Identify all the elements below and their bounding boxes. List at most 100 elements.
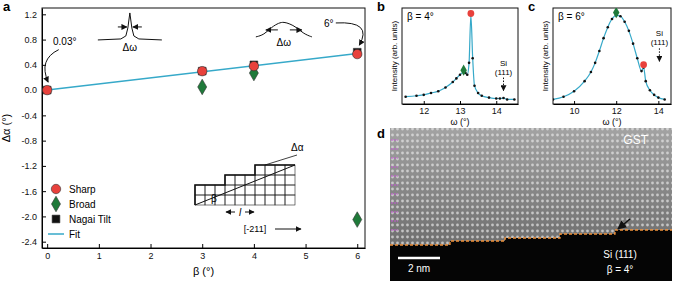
image-lattice xyxy=(390,128,672,281)
data-point xyxy=(649,89,652,92)
tick: 0.4 xyxy=(24,60,46,70)
peak-marker xyxy=(613,8,619,18)
data-point xyxy=(598,50,601,53)
tick-mark xyxy=(574,101,575,104)
axis-title: ω (°) xyxy=(450,117,469,127)
tick-label: 6 xyxy=(355,251,360,261)
data-point xyxy=(477,92,480,95)
tick-label: 14 xyxy=(492,106,502,116)
plot-frame xyxy=(402,8,518,104)
inset-cell xyxy=(225,175,235,185)
image-label: 2 nm xyxy=(408,263,430,274)
data-point xyxy=(437,90,440,93)
tick-label: 0.8 xyxy=(24,35,37,45)
tick-mark xyxy=(357,244,358,248)
point xyxy=(353,212,362,228)
tick-label: 13 xyxy=(455,106,465,116)
image-background xyxy=(390,128,672,281)
annotation: Si(111) xyxy=(651,29,669,47)
point xyxy=(198,79,207,95)
step-line xyxy=(390,230,672,245)
data-point xyxy=(459,73,462,76)
panel: c101214ω (°)Intensity (arb. units)β = 6°… xyxy=(528,0,672,127)
tick: 12 xyxy=(612,101,622,116)
inset-arrow xyxy=(118,26,127,27)
data-point xyxy=(444,86,447,89)
tick-mark xyxy=(42,166,46,167)
layer-mark xyxy=(391,157,398,158)
data-point xyxy=(573,90,576,93)
inset-cell xyxy=(245,185,255,195)
tick-label: -1.2 xyxy=(21,161,37,171)
tick: -0.4 xyxy=(21,111,46,121)
axis-title: β (°) xyxy=(193,265,214,277)
tick: 4 xyxy=(252,244,257,261)
inset-tilt-line xyxy=(195,165,295,205)
data-point xyxy=(415,94,418,97)
legend-key xyxy=(52,196,61,212)
layer-mark xyxy=(391,220,398,221)
image-label: β = 4° xyxy=(607,264,634,275)
tick-label: 1 xyxy=(97,251,102,261)
annotation-arrow xyxy=(659,48,660,61)
inset-cell xyxy=(245,195,255,205)
tick: 5 xyxy=(304,244,309,261)
tick-label: 12 xyxy=(612,106,622,116)
plot-marks xyxy=(42,48,362,227)
tick-mark xyxy=(47,244,48,248)
axis-title: Δα (°) xyxy=(0,114,12,143)
axis: 0123456 xyxy=(43,244,366,261)
data-point xyxy=(640,70,643,73)
data-point xyxy=(468,62,471,65)
panel: b121314ω (°)Intensity (arb. units)β = 4°… xyxy=(377,0,519,127)
data-point xyxy=(553,98,554,101)
layer-mark xyxy=(391,139,398,140)
data-point xyxy=(451,81,454,84)
annotation: Δω xyxy=(123,42,138,53)
point xyxy=(42,85,51,94)
tick-label: -0.4 xyxy=(21,111,37,121)
peak-marker xyxy=(460,65,466,76)
tick-mark xyxy=(658,101,659,104)
tick-label: 0.4 xyxy=(24,60,37,70)
substrate xyxy=(390,230,672,281)
inset-arrow xyxy=(226,212,235,213)
inset-arrow xyxy=(245,212,254,213)
data-point xyxy=(653,94,656,97)
data-point xyxy=(562,95,565,98)
tick-mark xyxy=(42,115,46,116)
data-point xyxy=(583,80,586,83)
panel-label: d xyxy=(377,126,385,141)
inset-cell xyxy=(255,185,265,195)
layer-mark xyxy=(391,202,398,203)
inset-cell xyxy=(225,195,235,205)
tick: -2.0 xyxy=(21,212,46,222)
tick: -0.8 xyxy=(21,136,46,146)
data-point xyxy=(636,57,639,60)
legend-label: Broad xyxy=(69,199,96,210)
data-point xyxy=(663,98,666,101)
data-line xyxy=(553,15,665,99)
plot-frame xyxy=(553,8,671,104)
inset-cell xyxy=(255,195,265,205)
axis-title: ω (°) xyxy=(602,117,621,127)
axis-title: Intensity (arb. units) xyxy=(390,21,399,92)
tick-label: -2.4 xyxy=(21,237,37,247)
plot-marks xyxy=(404,10,515,101)
inset-label: [-211] xyxy=(244,224,266,234)
tick-label: -0.8 xyxy=(21,136,37,146)
inset-cell xyxy=(275,185,285,195)
inset-arrow xyxy=(275,229,301,230)
inset-cell xyxy=(285,175,295,185)
annotation-arrow xyxy=(503,78,504,91)
tick-mark xyxy=(42,141,46,142)
legend-label: Fit xyxy=(69,229,80,240)
inset-label: l xyxy=(239,207,242,218)
tick-label: 2 xyxy=(149,251,154,261)
tick: 0 xyxy=(45,244,50,261)
data-point xyxy=(404,95,407,98)
axis-line xyxy=(554,104,672,105)
inset-label: Δα xyxy=(291,142,304,153)
layer-mark xyxy=(391,211,398,212)
inset-steps xyxy=(195,165,295,205)
